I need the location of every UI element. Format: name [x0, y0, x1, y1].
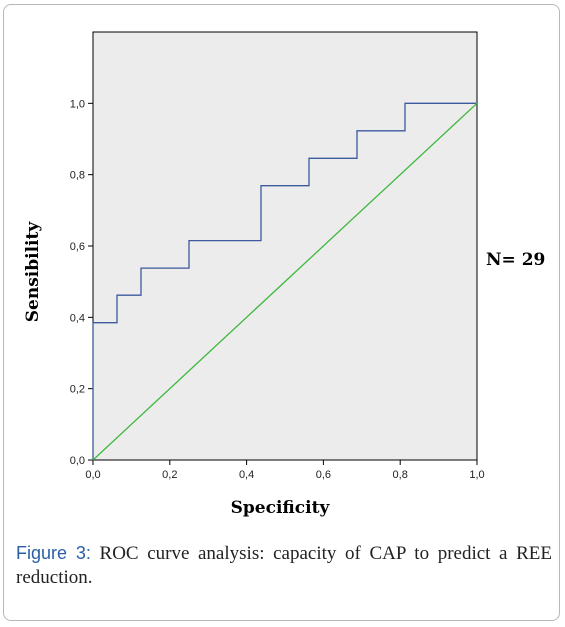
y-tick-label: 0,0 — [70, 455, 85, 467]
y-axis-label: Sensibility — [23, 221, 43, 323]
x-tick-label: 0,6 — [316, 469, 331, 481]
x-tick-label: 0,0 — [85, 469, 100, 481]
x-axis-label: Specificity — [230, 498, 330, 518]
roc-curve-line — [92, 102, 477, 460]
x-tick-label: 0,8 — [393, 469, 408, 481]
y-tick-label: 0,2 — [70, 384, 85, 396]
plot-area — [92, 31, 478, 461]
y-tick-label: 0,6 — [70, 241, 85, 253]
sample-size-annotation: N= 29 — [486, 250, 546, 270]
y-tick-label: 0,8 — [70, 170, 85, 182]
reference-diagonal-line — [92, 102, 478, 461]
y-tick-label: 0,4 — [70, 312, 85, 324]
x-tick-label: 0,2 — [162, 469, 177, 481]
y-tick-label: 1,0 — [70, 98, 85, 110]
x-tick-label: 1,0 — [469, 469, 484, 481]
figure-label: Figure 3: — [16, 543, 91, 563]
x-tick-label: 0,4 — [239, 469, 254, 481]
figure-caption: Figure 3: ROC curve analysis: capacity o… — [16, 541, 552, 590]
caption-text: ROC curve analysis: capacity of CAP to p… — [16, 543, 552, 588]
